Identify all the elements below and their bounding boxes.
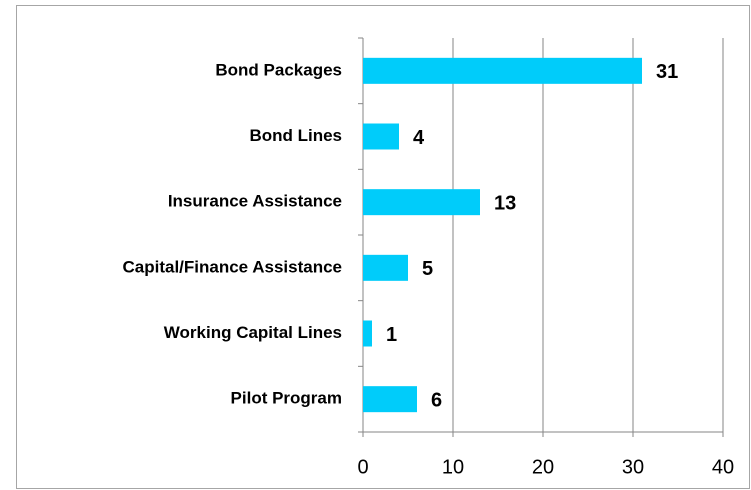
data-label: 1: [386, 324, 397, 346]
bar: [363, 386, 417, 413]
data-label: 31: [656, 61, 678, 83]
x-tick-label: 30: [622, 456, 644, 478]
x-tick-label: 0: [357, 456, 368, 478]
data-label: 6: [431, 389, 442, 411]
data-label: 4: [413, 127, 425, 149]
bar: [363, 189, 480, 216]
y-tick-label: Pilot Program: [231, 389, 342, 408]
y-tick-label: Bond Packages: [215, 60, 342, 79]
y-tick-label: Capital/Finance Assistance: [122, 257, 342, 276]
x-tick-label: 20: [532, 456, 554, 478]
y-tick-label: Bond Lines: [249, 126, 342, 145]
y-tick-label: Working Capital Lines: [164, 323, 342, 342]
x-tick-label: 40: [712, 456, 734, 478]
bar: [363, 57, 642, 84]
bar: [363, 123, 399, 150]
data-label: 13: [494, 192, 516, 214]
bar: [363, 320, 372, 347]
bar: [363, 254, 408, 281]
data-label: 5: [422, 258, 433, 280]
y-tick-label: Insurance Assistance: [168, 192, 342, 211]
x-tick-label: 10: [442, 456, 464, 478]
